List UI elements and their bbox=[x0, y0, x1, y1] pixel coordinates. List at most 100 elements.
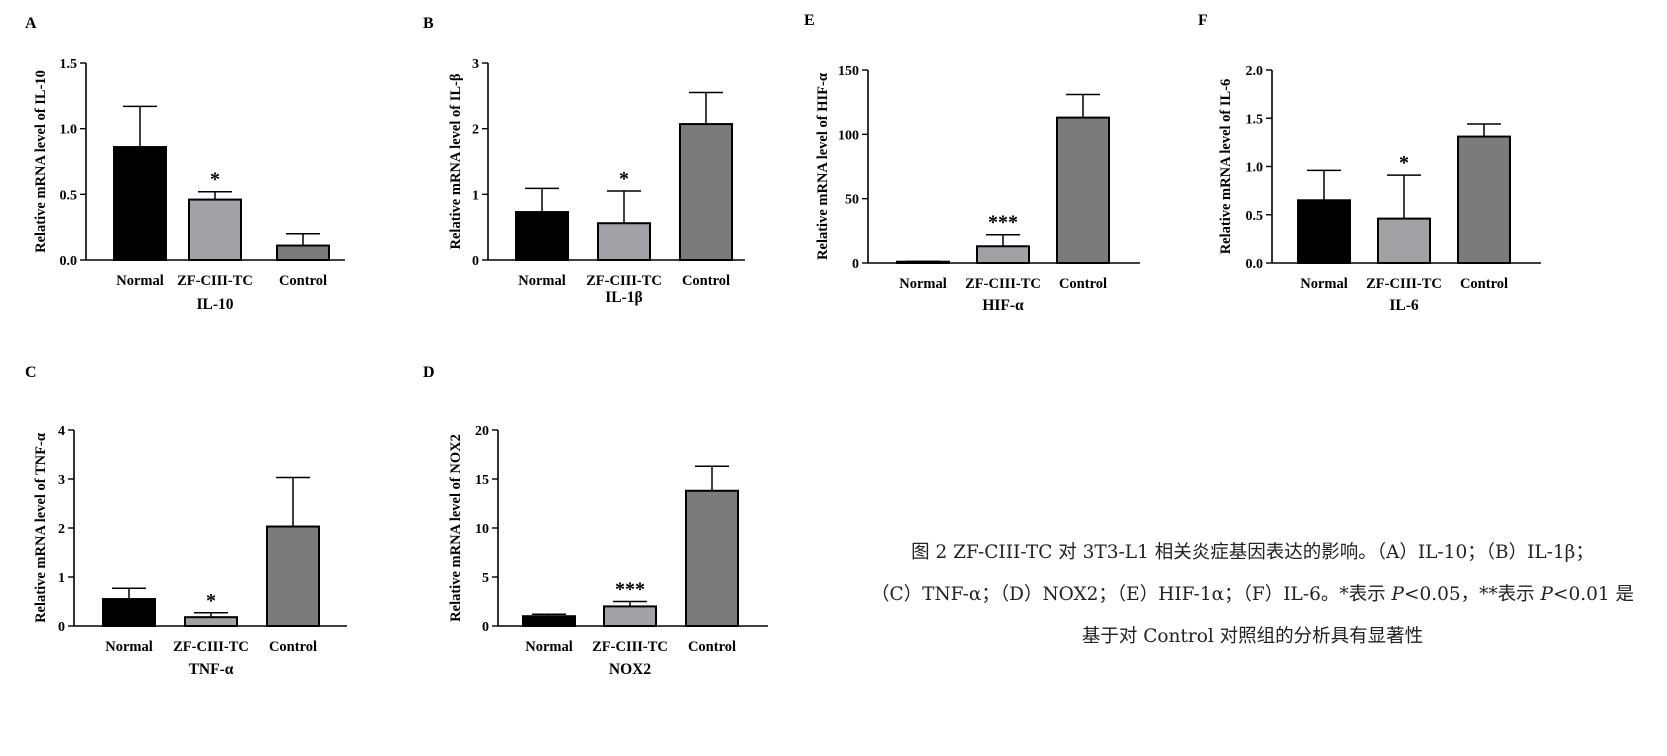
x-axis-title: TNF-α bbox=[189, 661, 234, 678]
significance-marker: *** bbox=[988, 212, 1018, 234]
y-axis-label: Relative mRNA level of TNF-α bbox=[33, 433, 49, 623]
y-tick-label: 2.0 bbox=[1246, 64, 1264, 79]
x-tick-label: Control bbox=[1460, 276, 1508, 292]
x-tick-label: Normal bbox=[899, 276, 947, 292]
significance-marker: *** bbox=[615, 579, 645, 601]
bar-zf-ciii-tc bbox=[603, 605, 657, 628]
x-axis-title: IL-10 bbox=[196, 296, 233, 313]
y-tick-label: 15 bbox=[475, 473, 489, 488]
x-axis-title: HIF-α bbox=[982, 297, 1024, 314]
y-tick-label: 0.5 bbox=[1246, 209, 1264, 224]
panel-letter: A bbox=[25, 15, 37, 32]
bar-normal bbox=[1297, 199, 1351, 264]
bar-zf-ciii-tc bbox=[976, 245, 1030, 264]
y-axis-label: Relative mRNA level of IL-10 bbox=[33, 70, 49, 253]
y-axis-label: Relative mRNA level of HIF-α bbox=[815, 73, 831, 260]
panel-letter: D bbox=[423, 364, 435, 381]
y-tick-label: 0.5 bbox=[60, 188, 78, 203]
x-tick-label: Normal bbox=[525, 639, 573, 655]
panel-letter: C bbox=[25, 364, 37, 381]
y-tick-label: 1.0 bbox=[60, 123, 78, 138]
panel-letter: B bbox=[423, 15, 434, 32]
caption-line-1: 图 2 ZF-CIII-TC 对 3T3-L1 相关炎症基因表达的影响。（A）I… bbox=[911, 542, 1594, 563]
x-tick-label: Normal bbox=[116, 273, 164, 289]
significance-marker: * bbox=[206, 590, 216, 612]
chart-panel-c: C 0 1 2 3 4 Relative mRNA level of TNF-α Normal… bbox=[25, 364, 347, 678]
x-tick-label: Control bbox=[1059, 276, 1107, 292]
x-tick-label: Control bbox=[279, 273, 327, 289]
x-axis-title: IL-6 bbox=[1389, 297, 1419, 314]
y-tick-label: 10 bbox=[475, 522, 489, 537]
y-tick-label: 20 bbox=[475, 424, 489, 439]
y-axis-label: Relative mRNA level of IL-6 bbox=[1218, 79, 1234, 255]
x-tick-label: Normal bbox=[518, 273, 566, 289]
x-tick-label: ZF-CIII-TC bbox=[592, 639, 668, 655]
x-tick-label: ZF-CIII-TC bbox=[965, 276, 1041, 292]
y-tick-label: 2 bbox=[58, 522, 65, 537]
y-tick-label: 1.5 bbox=[1246, 112, 1264, 127]
bar-control bbox=[1056, 116, 1110, 264]
significance-marker: * bbox=[619, 168, 629, 190]
chart-panel-a: A 0.0 0.5 1.0 1.5 Relative mRNA level of IL-1… bbox=[25, 15, 345, 313]
x-tick-label: Control bbox=[269, 639, 317, 655]
bar-control bbox=[1457, 135, 1511, 265]
caption-line-3: 基于对 Control 对照组的分析具有显著性 bbox=[1081, 626, 1424, 647]
y-tick-label: 2 bbox=[472, 123, 479, 138]
bar-control bbox=[685, 489, 739, 628]
y-tick-label: 0.0 bbox=[1246, 257, 1264, 272]
caption-p-symbol-1: P bbox=[1391, 584, 1404, 605]
y-axis-label: Relative mRNA level of IL-β bbox=[448, 73, 464, 249]
y-tick-label: 0 bbox=[58, 620, 65, 635]
y-axis-label: Relative mRNA level of NOX2 bbox=[448, 434, 464, 622]
significance-marker: * bbox=[1399, 152, 1409, 174]
bar-normal bbox=[102, 598, 156, 627]
bar-zf-ciii-tc bbox=[597, 222, 651, 262]
y-tick-label: 1 bbox=[58, 571, 65, 586]
figure-caption: 图 2 ZF-CIII-TC 对 3T3-L1 相关炎症基因表达的影响。（A）I… bbox=[845, 532, 1660, 658]
x-axis-title: IL-1β bbox=[605, 289, 642, 306]
x-axis-title: NOX2 bbox=[609, 661, 651, 678]
y-tick-label: 150 bbox=[838, 64, 859, 79]
significance-marker: * bbox=[210, 169, 220, 191]
x-tick-label: Normal bbox=[105, 639, 153, 655]
bar-normal bbox=[522, 615, 576, 628]
y-tick-label: 100 bbox=[838, 128, 859, 143]
bar-control bbox=[679, 123, 733, 261]
panel-letter: F bbox=[1198, 12, 1208, 29]
x-tick-label: Control bbox=[682, 273, 730, 289]
bar-control bbox=[266, 525, 320, 628]
x-tick-label: ZF-CIII-TC bbox=[173, 639, 249, 655]
bar-zf-ciii-tc bbox=[1377, 217, 1431, 264]
y-tick-label: 1 bbox=[472, 188, 479, 203]
bar-zf-ciii-tc bbox=[184, 616, 238, 627]
y-tick-label: 3 bbox=[58, 473, 65, 488]
caption-line-2a: （C）TNF-α；（D）NOX2；（E）HIF-1α；（F）IL-6。*表示 bbox=[870, 584, 1392, 605]
x-tick-label: ZF-CIII-TC bbox=[1366, 276, 1442, 292]
y-tick-label: 50 bbox=[845, 193, 859, 208]
caption-line-2c: <0.01 是 bbox=[1552, 584, 1635, 605]
y-tick-label: 0.0 bbox=[60, 254, 78, 269]
bar-control bbox=[276, 244, 330, 261]
y-tick-label: 0 bbox=[852, 257, 859, 272]
y-tick-label: 4 bbox=[58, 424, 65, 439]
x-tick-label: ZF-CIII-TC bbox=[586, 273, 662, 289]
caption-line-2: （C）TNF-α；（D）NOX2；（E）HIF-1α；（F）IL-6。*表示 P… bbox=[845, 574, 1660, 616]
caption-line-2b: <0.05，**表示 bbox=[1403, 584, 1541, 605]
caption-p-symbol-2: P bbox=[1540, 584, 1553, 605]
y-tick-label: 5 bbox=[482, 571, 489, 586]
x-tick-label: Normal bbox=[1300, 276, 1348, 292]
panel-letter: E bbox=[804, 12, 815, 29]
y-tick-label: 0 bbox=[472, 254, 479, 269]
chart-panel-e: E 0 50 100 150 Relative mRNA level of HIF-α No… bbox=[804, 12, 1140, 314]
bar-normal bbox=[515, 211, 569, 262]
chart-panel-f: F 0.0 0.5 1.0 1.5 2.0 Relative mRNA level of I… bbox=[1198, 12, 1541, 314]
x-tick-label: ZF-CIII-TC bbox=[177, 273, 253, 289]
y-tick-label: 1.5 bbox=[60, 57, 78, 72]
y-tick-label: 3 bbox=[472, 57, 479, 72]
bar-zf-ciii-tc bbox=[188, 198, 242, 262]
y-tick-label: 0 bbox=[482, 620, 489, 635]
bar-normal bbox=[113, 146, 167, 261]
x-tick-label: Control bbox=[688, 639, 736, 655]
y-tick-label: 1.0 bbox=[1246, 161, 1264, 176]
